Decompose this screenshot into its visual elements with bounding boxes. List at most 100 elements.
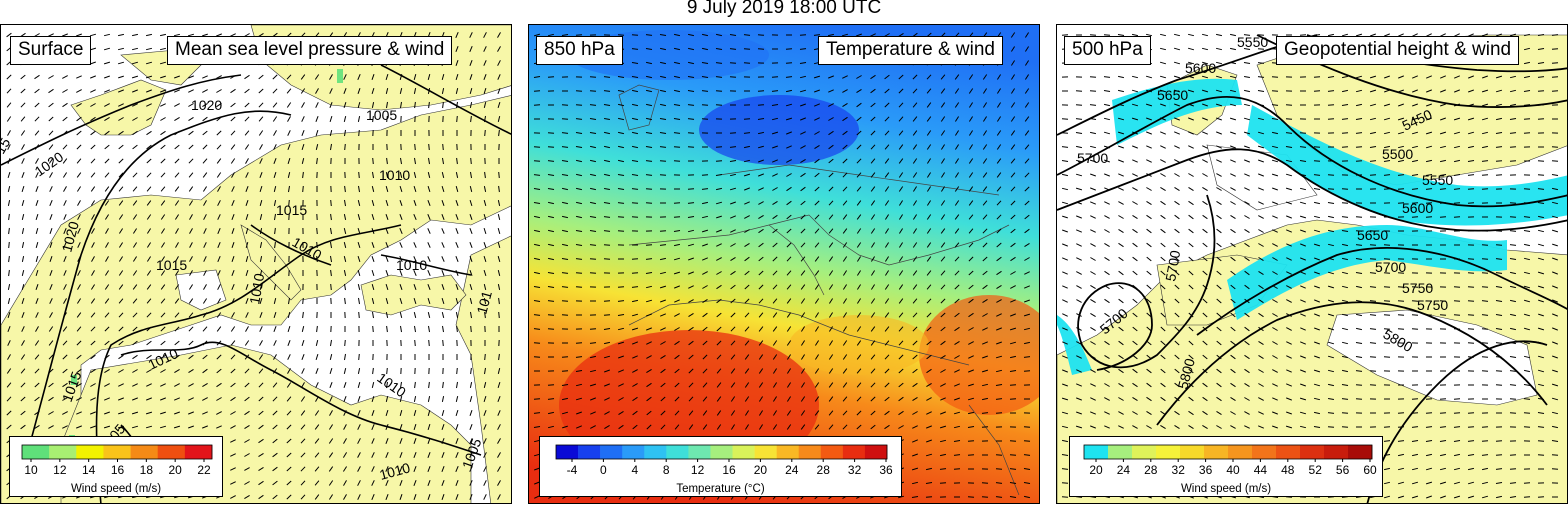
colorbar-tick-label: -4 bbox=[567, 463, 578, 477]
colorbar-swatch bbox=[666, 445, 689, 459]
colorbar-swatch bbox=[556, 445, 579, 459]
svg-text:101: 101 bbox=[473, 289, 495, 316]
colorbar-swatch bbox=[864, 445, 888, 459]
geopotential-field-label: Geopotential height & wind bbox=[1276, 36, 1520, 65]
temperature-colorbar-graphic: -4 0 4 8 12 16 20 24 28 32 36 bbox=[555, 444, 893, 477]
colorbar-swatch bbox=[754, 445, 777, 459]
colorbar-swatch bbox=[1156, 445, 1181, 459]
colorbar-tick-label: 24 bbox=[785, 463, 799, 477]
colorbar-swatch bbox=[622, 445, 645, 459]
surface-panel: 1020 1020 1020 1015 1015 1015 1005 1005 … bbox=[0, 24, 512, 504]
temperature-level-label: 850 hPa bbox=[536, 36, 623, 65]
svg-text:1015: 1015 bbox=[276, 202, 307, 218]
surface-colorbar: 10 12 14 16 18 20 22 Wind speed (m/s) bbox=[9, 436, 223, 497]
colorbar-tick-label: 24 bbox=[1117, 463, 1131, 477]
svg-text:1010: 1010 bbox=[246, 272, 267, 306]
colorbar-swatch bbox=[22, 445, 50, 459]
colorbar-swatch bbox=[76, 445, 104, 459]
colorbar-tick-label: 18 bbox=[140, 463, 154, 477]
colorbar-swatch bbox=[184, 445, 213, 459]
temperature-colorbar-title: Temperature (°C) bbox=[676, 483, 765, 495]
colorbar-swatch bbox=[820, 445, 844, 459]
figure-title: 9 July 2019 18:00 UTC bbox=[686, 0, 882, 18]
colorbar-tick-label: 12 bbox=[691, 463, 705, 477]
colorbar-swatch bbox=[732, 445, 755, 459]
svg-text:5700: 5700 bbox=[1162, 249, 1183, 283]
geopotential-map: 5550 5600 5650 5450 5500 5550 5600 5650 … bbox=[1057, 25, 1567, 503]
colorbar-swatch bbox=[1300, 445, 1325, 459]
colorbar-swatch bbox=[798, 445, 822, 459]
colorbar-tick-label: 16 bbox=[722, 463, 736, 477]
svg-text:1015: 1015 bbox=[156, 257, 187, 273]
colorbar-swatch bbox=[1084, 445, 1109, 459]
colorbar-tick-label: 28 bbox=[1144, 463, 1158, 477]
svg-text:5750: 5750 bbox=[1402, 280, 1433, 296]
colorbar-tick-label: 16 bbox=[111, 463, 125, 477]
colorbar-swatch bbox=[1204, 445, 1229, 459]
colorbar-tick-label: 52 bbox=[1309, 463, 1323, 477]
surface-map: 1020 1020 1020 1015 1015 1015 1005 1005 … bbox=[1, 25, 511, 503]
colorbar-tick-label: 0 bbox=[600, 463, 607, 477]
svg-text:5600: 5600 bbox=[1185, 60, 1216, 76]
colorbar-tick-label: 60 bbox=[1363, 463, 1377, 477]
colorbar-swatch bbox=[710, 445, 733, 459]
svg-text:1010: 1010 bbox=[378, 459, 412, 483]
surface-field-label: Mean sea level pressure & wind bbox=[167, 36, 453, 65]
temperature-panel: 850 hPa Temperature & wind -4 0 4 8 12 16 20 24… bbox=[528, 24, 1040, 504]
svg-text:5550: 5550 bbox=[1422, 172, 1453, 188]
geopotential-colorbar-graphic: 20 24 28 32 36 40 44 48 52 56 60 bbox=[1083, 444, 1377, 477]
colorbar-tick-label: 20 bbox=[168, 463, 182, 477]
colorbar-tick-label: 14 bbox=[82, 463, 96, 477]
geopotential-contours bbox=[1057, 34, 1567, 503]
colorbar-swatch bbox=[157, 445, 186, 459]
colorbar-swatch bbox=[1252, 445, 1277, 459]
colorbar-tick-label: 10 bbox=[24, 463, 38, 477]
geopotential-colorbar-title: Wind speed (m/s) bbox=[1180, 483, 1272, 495]
colorbar-tick-label: 28 bbox=[817, 463, 831, 477]
colorbar-tick-label: 4 bbox=[631, 463, 638, 477]
svg-text:1010: 1010 bbox=[396, 257, 427, 273]
geopotential-colorbar: 20 24 28 32 36 40 44 48 52 56 60 Wind speed (m/s) bbox=[1069, 436, 1383, 497]
surface-colorbar-graphic: 10 12 14 16 18 20 22 bbox=[21, 444, 213, 477]
colorbar-swatch bbox=[600, 445, 623, 459]
svg-text:5500: 5500 bbox=[1382, 146, 1413, 162]
colorbar-swatch bbox=[1324, 445, 1349, 459]
svg-text:5700: 5700 bbox=[1375, 259, 1406, 275]
colorbar-tick-label: 8 bbox=[663, 463, 670, 477]
colorbar-tick-label: 12 bbox=[53, 463, 67, 477]
colorbar-tick-label: 40 bbox=[1226, 463, 1240, 477]
svg-text:1005: 1005 bbox=[366, 107, 397, 123]
colorbar-swatch bbox=[688, 445, 711, 459]
temperature-colorbar: -4 0 4 8 12 16 20 24 28 32 36 Temperature (°C) bbox=[539, 436, 902, 497]
colorbar-tick-label: 20 bbox=[1089, 463, 1103, 477]
colorbar-tick-label: 22 bbox=[197, 463, 211, 477]
geopotential-level-label: 500 hPa bbox=[1064, 36, 1151, 65]
colorbar-tick-label: 36 bbox=[1199, 463, 1213, 477]
svg-text:1010: 1010 bbox=[379, 167, 410, 183]
colorbar-swatch bbox=[1276, 445, 1301, 459]
colorbar-swatch bbox=[1108, 445, 1133, 459]
colorbar-swatch bbox=[130, 445, 159, 459]
svg-text:5600: 5600 bbox=[1402, 200, 1433, 216]
colorbar-tick-label: 56 bbox=[1336, 463, 1350, 477]
geopotential-wind-barbs bbox=[1061, 33, 1559, 499]
colorbar-swatch bbox=[1132, 445, 1157, 459]
colorbar-swatch bbox=[578, 445, 601, 459]
colorbar-swatch bbox=[644, 445, 667, 459]
surface-level-label: Surface bbox=[10, 36, 92, 65]
geopotential-panel: 5550 5600 5650 5450 5500 5550 5600 5650 … bbox=[1056, 24, 1568, 504]
colorbar-tick-label: 32 bbox=[1172, 463, 1186, 477]
colorbar-tick-label: 32 bbox=[848, 463, 862, 477]
svg-text:1020: 1020 bbox=[58, 219, 82, 253]
colorbar-tick-label: 36 bbox=[879, 463, 893, 477]
svg-text:5550: 5550 bbox=[1237, 34, 1268, 50]
svg-text:5650: 5650 bbox=[1157, 87, 1188, 103]
svg-text:5750: 5750 bbox=[1417, 297, 1448, 313]
colorbar-tick-label: 48 bbox=[1281, 463, 1295, 477]
colorbar-swatch bbox=[49, 445, 77, 459]
colorbar-swatch bbox=[1228, 445, 1253, 459]
svg-text:5650: 5650 bbox=[1357, 227, 1388, 243]
temperature-field-label: Temperature & wind bbox=[818, 36, 1003, 65]
svg-text:1020: 1020 bbox=[191, 97, 222, 113]
colorbar-swatch bbox=[842, 445, 866, 459]
